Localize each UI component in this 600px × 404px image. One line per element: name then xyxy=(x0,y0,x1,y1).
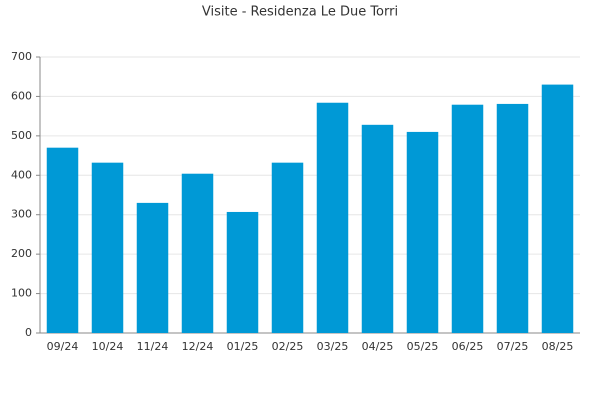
bar xyxy=(496,103,529,333)
x-tick-label: 03/25 xyxy=(317,340,349,353)
x-tick-label: 07/25 xyxy=(497,340,529,353)
bar xyxy=(46,147,79,333)
x-tick-label: 05/25 xyxy=(407,340,439,353)
y-tick-label: 100 xyxy=(11,287,32,300)
bar xyxy=(451,104,484,333)
x-tick-label: 06/25 xyxy=(452,340,484,353)
bar xyxy=(361,124,394,334)
bar xyxy=(406,131,439,333)
y-tick-label: 600 xyxy=(11,89,32,102)
x-tick-label: 09/24 xyxy=(47,340,79,353)
y-tick-label: 700 xyxy=(11,50,32,63)
x-tick-label: 11/24 xyxy=(137,340,169,353)
chart-title: Visite - Residenza Le Due Torri xyxy=(202,5,398,20)
bar xyxy=(541,84,574,333)
x-tick-label: 01/25 xyxy=(227,340,259,353)
x-tick-label: 12/24 xyxy=(182,340,214,353)
bar xyxy=(181,173,214,333)
x-tick-label: 02/25 xyxy=(272,340,304,353)
y-tick-label: 200 xyxy=(11,247,32,260)
y-tick-label: 0 xyxy=(25,326,32,339)
bar xyxy=(271,162,304,333)
bar xyxy=(316,102,349,333)
bar xyxy=(91,162,124,333)
y-tick-label: 500 xyxy=(11,129,32,142)
bar xyxy=(226,211,259,333)
bar xyxy=(136,202,169,333)
y-tick-label: 400 xyxy=(11,168,32,181)
y-tick-label: 300 xyxy=(11,208,32,221)
x-tick-label: 08/25 xyxy=(542,340,574,353)
x-tick-label: 04/25 xyxy=(362,340,394,353)
x-tick-label: 10/24 xyxy=(92,340,124,353)
